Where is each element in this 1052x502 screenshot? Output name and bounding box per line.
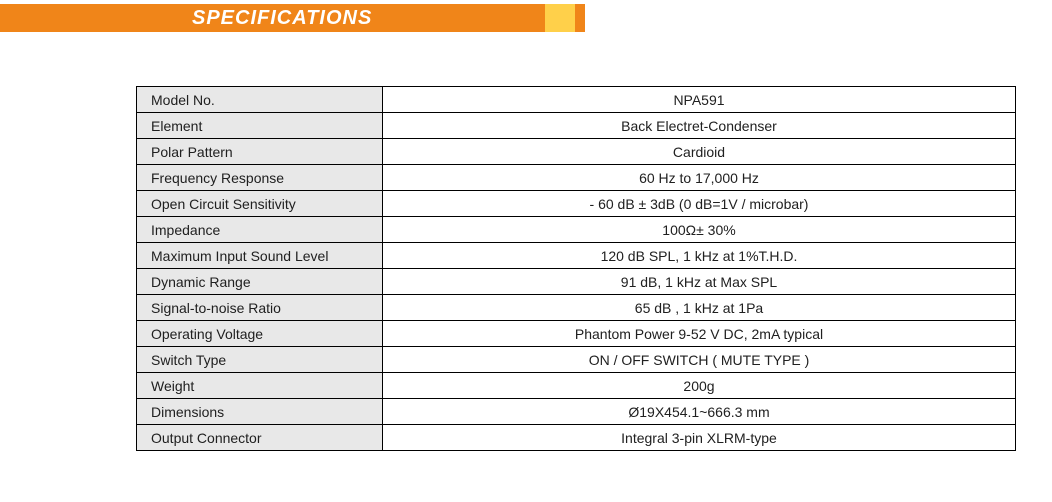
header-accent-left bbox=[0, 4, 184, 32]
table-row: Output Connector Integral 3-pin XLRM-typ… bbox=[137, 425, 1016, 451]
spec-label: Open Circuit Sensitivity bbox=[137, 191, 383, 217]
spec-table-wrap: Model No. NPA591 Element Back Electret-C… bbox=[136, 86, 1016, 451]
spec-label: Output Connector bbox=[137, 425, 383, 451]
table-row: Dimensions Ø19X454.1~666.3 mm bbox=[137, 399, 1016, 425]
table-row: Open Circuit Sensitivity - 60 dB ± 3dB (… bbox=[137, 191, 1016, 217]
spec-value: 65 dB , 1 kHz at 1Pa bbox=[383, 295, 1016, 321]
spec-label: Switch Type bbox=[137, 347, 383, 373]
spec-label: Element bbox=[137, 113, 383, 139]
table-row: Switch Type ON / OFF SWITCH ( MUTE TYPE … bbox=[137, 347, 1016, 373]
spec-label: Dynamic Range bbox=[137, 269, 383, 295]
spec-value: - 60 dB ± 3dB (0 dB=1V / microbar) bbox=[383, 191, 1016, 217]
spec-value: 100Ω± 30% bbox=[383, 217, 1016, 243]
spec-value: 200g bbox=[383, 373, 1016, 399]
table-row: Weight 200g bbox=[137, 373, 1016, 399]
spec-label: Signal-to-noise Ratio bbox=[137, 295, 383, 321]
table-row: Element Back Electret-Condenser bbox=[137, 113, 1016, 139]
spec-value: ON / OFF SWITCH ( MUTE TYPE ) bbox=[383, 347, 1016, 373]
spec-label: Operating Voltage bbox=[137, 321, 383, 347]
spec-table-body: Model No. NPA591 Element Back Electret-C… bbox=[137, 87, 1016, 451]
spec-value: Ø19X454.1~666.3 mm bbox=[383, 399, 1016, 425]
table-row: Signal-to-noise Ratio 65 dB , 1 kHz at 1… bbox=[137, 295, 1016, 321]
spec-value: Phantom Power 9-52 V DC, 2mA typical bbox=[383, 321, 1016, 347]
table-row: Operating Voltage Phantom Power 9-52 V D… bbox=[137, 321, 1016, 347]
spec-label: Weight bbox=[137, 373, 383, 399]
table-row: Impedance 100Ω± 30% bbox=[137, 217, 1016, 243]
spec-label: Maximum Input Sound Level bbox=[137, 243, 383, 269]
spec-label: Dimensions bbox=[137, 399, 383, 425]
spec-value: 120 dB SPL, 1 kHz at 1%T.H.D. bbox=[383, 243, 1016, 269]
spec-value: Back Electret-Condenser bbox=[383, 113, 1016, 139]
spec-label: Impedance bbox=[137, 217, 383, 243]
spec-label: Polar Pattern bbox=[137, 139, 383, 165]
header-accent-yellow bbox=[545, 4, 575, 32]
spec-table: Model No. NPA591 Element Back Electret-C… bbox=[136, 86, 1016, 451]
table-row: Maximum Input Sound Level 120 dB SPL, 1 … bbox=[137, 243, 1016, 269]
header-bar: SPECIFICATIONS bbox=[0, 4, 1052, 32]
spec-value: 60 Hz to 17,000 Hz bbox=[383, 165, 1016, 191]
spec-value: Integral 3-pin XLRM-type bbox=[383, 425, 1016, 451]
spec-label: Model No. bbox=[137, 87, 383, 113]
header-accent-orange bbox=[575, 4, 585, 32]
page-title: SPECIFICATIONS bbox=[184, 4, 546, 32]
spec-label: Frequency Response bbox=[137, 165, 383, 191]
table-row: Model No. NPA591 bbox=[137, 87, 1016, 113]
table-row: Frequency Response 60 Hz to 17,000 Hz bbox=[137, 165, 1016, 191]
spec-value: Cardioid bbox=[383, 139, 1016, 165]
table-row: Dynamic Range 91 dB, 1 kHz at Max SPL bbox=[137, 269, 1016, 295]
spec-value: NPA591 bbox=[383, 87, 1016, 113]
spec-value: 91 dB, 1 kHz at Max SPL bbox=[383, 269, 1016, 295]
table-row: Polar Pattern Cardioid bbox=[137, 139, 1016, 165]
